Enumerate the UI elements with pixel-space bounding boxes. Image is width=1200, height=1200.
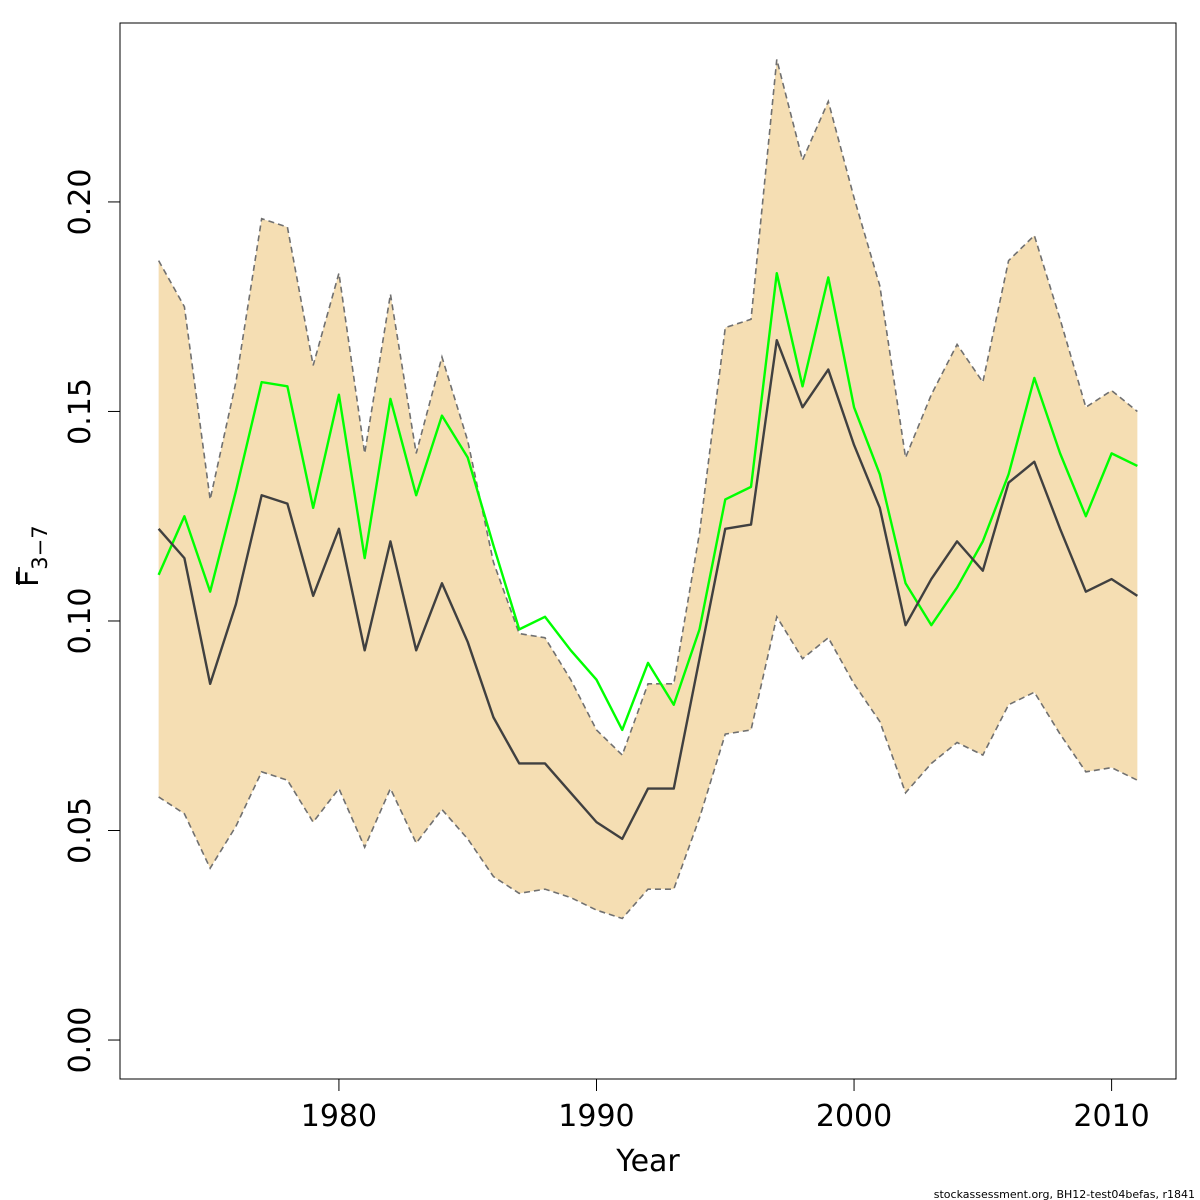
plot-frame <box>119 22 1177 1080</box>
y-axis: 0.00 0.05 0.10 0.15 0.20 <box>63 169 120 1074</box>
x-axis: 1980 1990 2000 2010 <box>301 1079 1150 1134</box>
confidence-band <box>158 59 1138 919</box>
series-line-1 <box>157 271 1138 732</box>
y-tick-label: 0.20 <box>63 169 98 236</box>
y-tick-label: 0.00 <box>63 1007 98 1074</box>
y-axis-title-main: F <box>11 570 46 587</box>
y-tick-label: 0.10 <box>63 588 98 655</box>
y-tick-label: 0.05 <box>63 797 98 864</box>
y-axis-title-subscript: 3−7 <box>28 525 52 569</box>
band-lower-edge <box>158 614 1138 920</box>
series-line-2 <box>157 339 1139 841</box>
y-tick-label: 0.15 <box>63 378 98 445</box>
footer-note: stockassessment.org, BH12-test04befas, r… <box>934 1188 1195 1200</box>
band-upper-edge <box>157 59 1138 757</box>
x-tick-label: 2000 <box>816 1099 892 1134</box>
plot-area <box>157 59 1139 920</box>
y-axis-title: F3−7 <box>11 525 52 587</box>
svg-text:F3−7: F3−7 <box>11 525 52 587</box>
x-tick-label: 2010 <box>1073 1099 1149 1134</box>
x-tick-label: 1990 <box>558 1099 634 1134</box>
x-axis-title: Year <box>615 1144 680 1179</box>
x-tick-label: 1980 <box>301 1099 377 1134</box>
